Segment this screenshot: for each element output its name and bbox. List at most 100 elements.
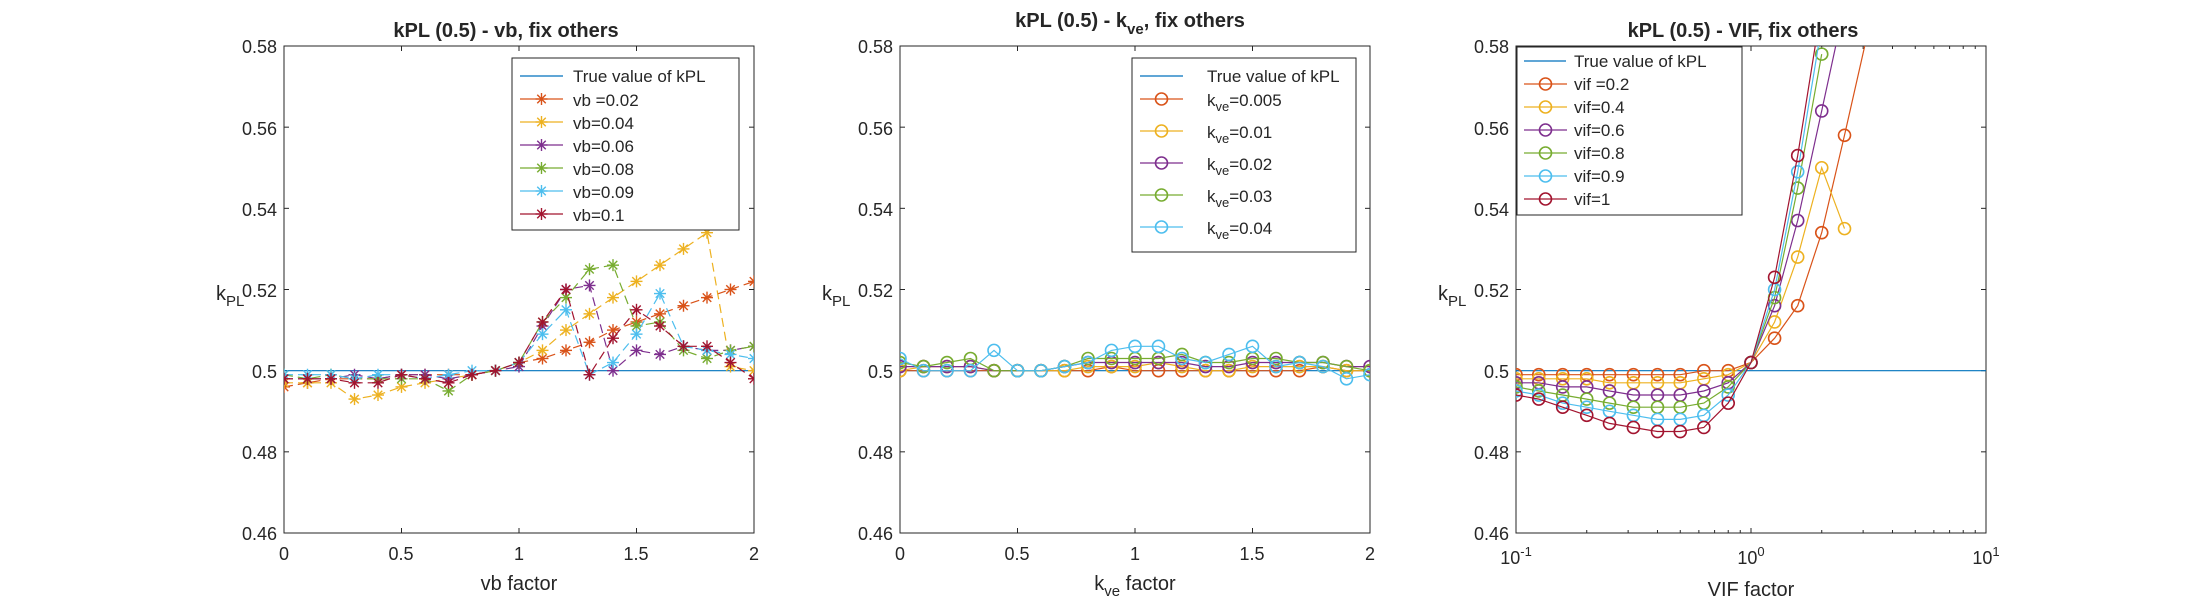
data-point <box>349 378 360 388</box>
data-point <box>678 300 689 311</box>
y-tick-label: 0.54 <box>242 200 277 220</box>
panel-vif-title: kPL (0.5) - VIF, fix others <box>1628 20 1859 42</box>
data-point <box>1767 298 1782 313</box>
data-point <box>1245 355 1260 370</box>
data-point <box>396 382 407 392</box>
data-point <box>1531 392 1546 406</box>
data-point <box>987 363 1001 378</box>
data-point <box>1034 363 1048 378</box>
data-point <box>1245 339 1260 354</box>
legend-label: vif=0.6 <box>1574 121 1625 140</box>
x-tick-label: 2 <box>1365 544 1375 564</box>
data-point <box>1531 388 1546 402</box>
series-line <box>284 284 754 380</box>
x-tick-label: 101 <box>1972 544 1999 568</box>
legend-label-true-value: True value of kPL <box>573 67 706 86</box>
data-point <box>284 369 289 376</box>
panel-vb-x-axis-label: vb factor <box>481 573 558 595</box>
legend-swatch <box>1524 123 1567 137</box>
legend-label: vb =0.02 <box>573 91 639 110</box>
data-point <box>420 374 430 384</box>
data-point <box>373 378 383 388</box>
data-point <box>1538 146 1553 160</box>
data-point <box>1516 388 1523 402</box>
data-point <box>1579 400 1594 414</box>
data-point <box>1269 351 1283 366</box>
data-point <box>655 288 665 299</box>
data-point <box>900 351 907 366</box>
y-tick-label: 0.52 <box>242 281 277 301</box>
data-point <box>1057 363 1072 378</box>
y-tick-label: 0.56 <box>858 119 893 139</box>
y-tick-label: 0.5 <box>1484 362 1509 382</box>
data-point <box>608 357 618 368</box>
data-point <box>1222 347 1236 362</box>
data-point <box>608 325 618 335</box>
data-point <box>1531 367 1546 382</box>
legend-label-true-value: True value of kPL <box>1207 67 1340 86</box>
data-point <box>1555 371 1570 386</box>
data-point <box>561 325 571 335</box>
data-point <box>1316 359 1330 374</box>
legend-box <box>511 57 740 231</box>
series-line <box>900 353 1370 372</box>
data-point <box>1154 220 1169 234</box>
y-tick-label: 0.56 <box>242 119 277 139</box>
data-point <box>1626 367 1641 382</box>
data-point <box>963 363 978 378</box>
y-axis-label-subscript: PL <box>832 293 850 310</box>
data-point <box>584 309 595 319</box>
data-point <box>1339 371 1354 386</box>
data-point <box>916 363 931 378</box>
data-point <box>749 345 754 352</box>
data-point <box>608 333 618 343</box>
data-point <box>1767 331 1782 346</box>
data-point <box>1602 416 1617 431</box>
data-point <box>1198 363 1213 378</box>
y-tick-label: 0.5 <box>868 362 893 382</box>
data-point <box>631 329 642 339</box>
panel-kve-y-tick-labels: 0.46 0.48 0.5 0.52 0.54 0.56 0.58 <box>858 37 893 544</box>
data-point <box>1269 355 1283 370</box>
x-tick-label: 1 <box>514 544 524 564</box>
data-point <box>284 377 289 384</box>
data-point <box>1697 420 1711 435</box>
data-point <box>749 374 754 380</box>
series-line <box>1516 46 1816 433</box>
data-point <box>608 365 618 376</box>
data-point <box>1081 355 1095 370</box>
legend-swatch <box>520 208 563 220</box>
data-point <box>373 390 383 400</box>
data-point <box>284 378 289 384</box>
data-point <box>284 385 289 392</box>
data-point <box>749 276 754 283</box>
legend-label: vif=0.4 <box>1574 98 1625 117</box>
data-point <box>537 317 548 327</box>
legend-label: vif=0.9 <box>1574 167 1625 186</box>
y-tick-label: 0.54 <box>858 200 893 220</box>
data-point <box>584 280 595 291</box>
series-line <box>1516 46 1837 396</box>
data-point <box>1128 359 1142 374</box>
series-line <box>1516 46 1866 376</box>
data-point <box>536 209 547 219</box>
x-tick-label: 0.5 <box>1004 544 1029 564</box>
x-tick-label: 2 <box>749 544 759 564</box>
legend-swatch <box>1140 156 1183 170</box>
data-point <box>537 353 548 364</box>
data-point <box>536 117 547 127</box>
data-point <box>900 355 907 370</box>
data-point <box>749 377 754 384</box>
panel-vif-y-tick-labels: 0.46 0.48 0.5 0.52 0.54 0.56 0.58 <box>1474 37 1509 544</box>
x-tick-label: 1.5 <box>623 544 648 564</box>
y-tick-label: 0.58 <box>858 37 893 57</box>
y-tick-label: 0.48 <box>858 443 893 463</box>
data-point <box>1154 188 1169 202</box>
panel-vif-x-tick-labels: 10-1 100 101 <box>1500 544 1999 568</box>
data-point <box>749 341 754 348</box>
data-point <box>655 309 665 319</box>
data-point <box>1104 359 1119 374</box>
data-point <box>1010 363 1025 378</box>
data-point <box>1673 367 1688 382</box>
data-point <box>1081 359 1095 374</box>
